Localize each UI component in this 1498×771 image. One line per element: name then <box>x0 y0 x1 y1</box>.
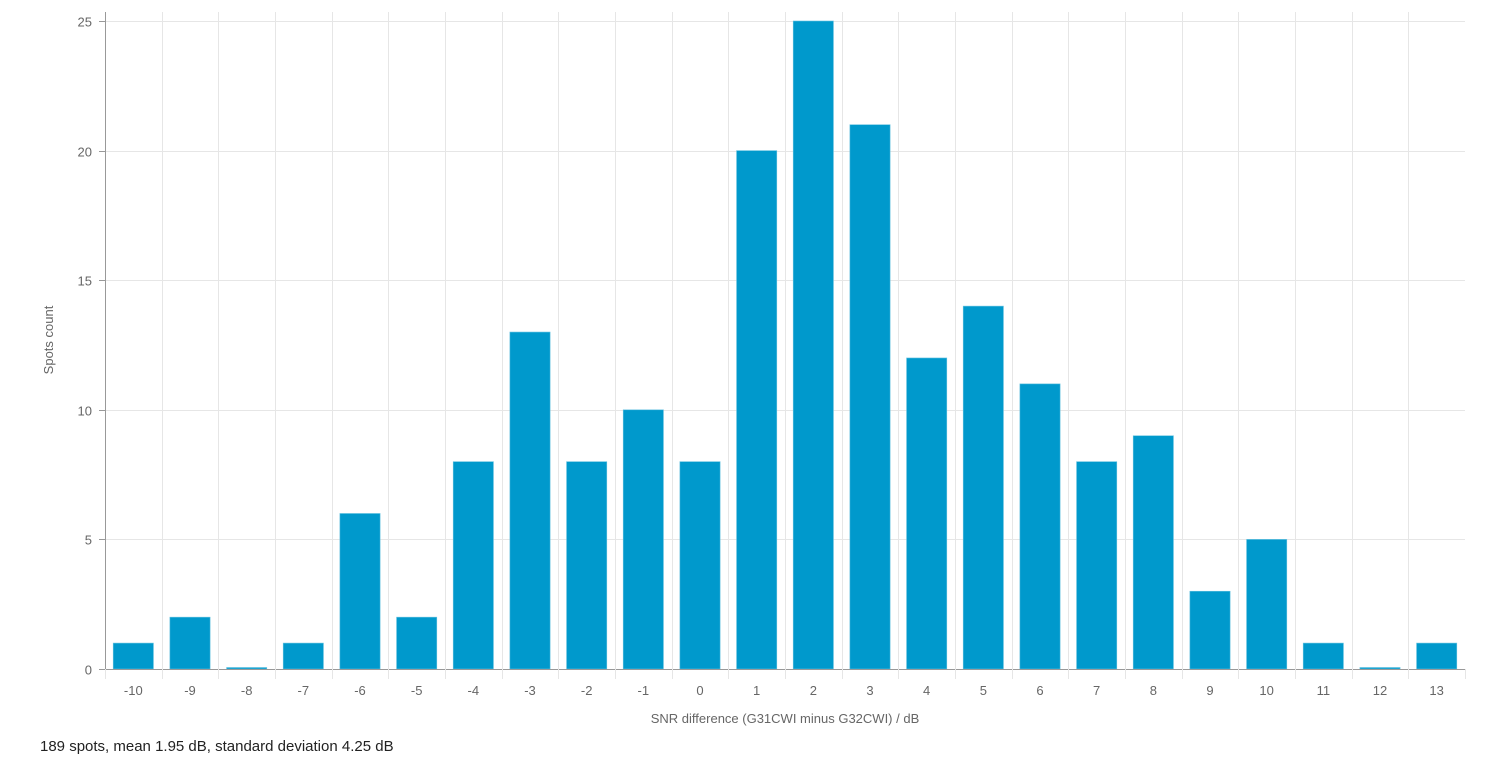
y-tick-label: 15 <box>78 274 92 289</box>
x-tick-label: 1 <box>753 683 760 698</box>
x-tick-label: -3 <box>524 683 536 698</box>
bar <box>282 642 324 670</box>
x-axis-title: SNR difference (G31CWI minus G32CWI) / d… <box>651 711 920 726</box>
x-tick-label: -7 <box>298 683 310 698</box>
x-tick-label: -6 <box>354 683 366 698</box>
bar <box>1302 642 1344 670</box>
bar <box>679 461 721 670</box>
x-tick-label: 2 <box>810 683 817 698</box>
x-tick-label: -10 <box>124 683 143 698</box>
x-tick-label: 12 <box>1373 683 1387 698</box>
y-axis-title: Spots count <box>41 305 56 374</box>
bar <box>1019 383 1061 670</box>
bar <box>849 124 891 670</box>
x-tick-label: 9 <box>1206 683 1213 698</box>
x-tick-label: 11 <box>1317 683 1331 698</box>
x-tick-label: -1 <box>638 683 650 698</box>
bar <box>566 461 608 670</box>
x-tick-label: 10 <box>1259 683 1273 698</box>
horizontal-gridlines <box>105 21 1465 540</box>
x-tick-label: 3 <box>866 683 873 698</box>
bar <box>1416 642 1458 670</box>
x-tick-label: 5 <box>980 683 987 698</box>
vertical-gridlines <box>162 12 1409 669</box>
x-tick-label: -9 <box>184 683 196 698</box>
bar <box>396 616 438 670</box>
bar <box>1246 539 1288 670</box>
x-tick-label: 4 <box>923 683 930 698</box>
bar <box>169 616 211 670</box>
bar <box>1189 590 1231 670</box>
summary-statistics: 189 spots, mean 1.95 dB, standard deviat… <box>40 738 394 755</box>
x-tick-label: -5 <box>411 683 423 698</box>
x-tick-label: 6 <box>1036 683 1043 698</box>
bar <box>1359 667 1401 670</box>
bar <box>962 305 1004 670</box>
x-axis-ticks: -10 -9 -8 -7 -6 -5 -4 -3 -2 -1 0 1 2 3 4 5 6 7 8 9 10 11 12 13 <box>105 669 1466 698</box>
bar <box>1076 461 1118 670</box>
bar <box>792 20 834 670</box>
bar <box>906 357 948 670</box>
bar <box>112 642 154 670</box>
x-tick-label: -2 <box>581 683 593 698</box>
y-axis-ticks: 0 5 10 15 20 25 <box>78 15 105 678</box>
x-tick-label: 13 <box>1429 683 1443 698</box>
y-tick-label: 25 <box>78 15 92 30</box>
y-tick-label: 5 <box>85 533 92 548</box>
bar <box>736 150 778 670</box>
y-tick-label: 10 <box>78 404 92 419</box>
x-tick-label: 0 <box>696 683 703 698</box>
x-tick-label: 7 <box>1093 683 1100 698</box>
bar <box>226 667 268 670</box>
bars <box>112 20 1458 670</box>
y-tick-label: 20 <box>78 145 92 160</box>
y-tick-label: 0 <box>85 663 92 678</box>
bar <box>339 513 381 670</box>
bar <box>622 409 664 670</box>
x-tick-label: 8 <box>1150 683 1157 698</box>
bar <box>452 461 494 670</box>
bar <box>1132 435 1174 670</box>
x-tick-label: -4 <box>468 683 480 698</box>
x-tick-label: -8 <box>241 683 253 698</box>
bar <box>509 331 551 670</box>
